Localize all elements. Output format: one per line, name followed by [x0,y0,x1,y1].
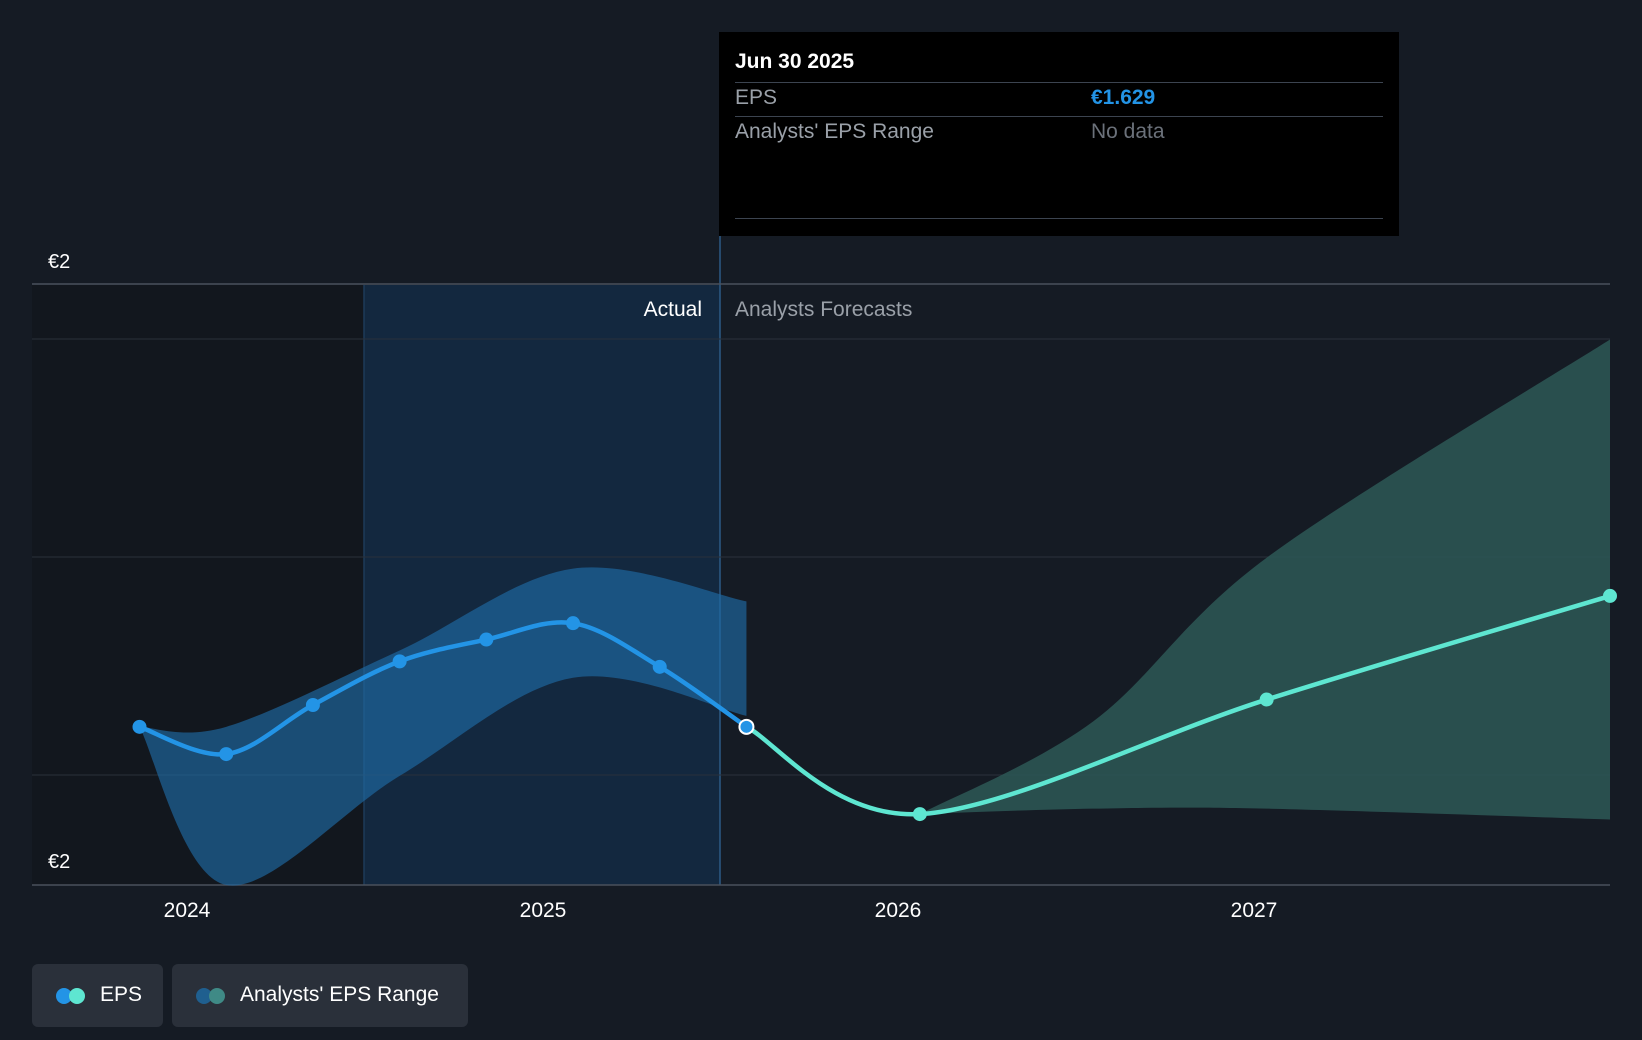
eps-actual-point[interactable] [652,659,667,674]
eps-forecast-point[interactable] [1259,692,1274,707]
hover-tooltip: Jun 30 2025 EPS €1.629 Analysts' EPS Ran… [719,32,1399,236]
tooltip-eps-value: €1.629 [1091,86,1156,109]
eps-actual-point[interactable] [305,698,320,712]
tooltip-divider [735,218,1383,219]
eps-forecast-point[interactable] [1603,588,1617,603]
legend-label-eps-range: Analysts' EPS Range [240,983,439,1006]
eps-hovered-point[interactable] [738,718,755,735]
y-tick-label-bottom: €2 [48,851,70,873]
eps-actual-point[interactable] [219,747,234,762]
eps-legend-icon [56,988,88,1004]
eps-range-legend-icon [196,988,228,1004]
eps-range-band-forecast [919,339,1610,820]
tooltip-divider [735,82,1383,83]
y-tick-label-top: €2 [48,251,70,273]
tooltip-divider [735,116,1383,117]
eps-actual-point[interactable] [132,719,147,734]
legend-item-eps-range[interactable]: Analysts' EPS Range [172,964,468,1027]
legend-label-eps: EPS [100,983,143,1006]
x-tick-label-2026: 2026 [875,899,922,922]
x-tick-label-2027: 2027 [1231,899,1278,922]
x-tick-label-2024: 2024 [164,899,211,922]
legend-item-eps[interactable]: EPS [32,964,163,1027]
eps-actual-point[interactable] [479,632,494,647]
eps-range-band-actual [139,567,747,886]
tooltip-range-value: No data [1091,120,1165,143]
tooltip-range-label: Analysts' EPS Range [735,120,934,143]
eps-forecast-point[interactable] [912,807,927,822]
eps-actual-point[interactable] [566,616,581,631]
eps-line-forecast [744,593,1613,817]
tooltip-eps-label: EPS [735,86,778,109]
tooltip-date: Jun 30 2025 [735,50,855,73]
actual-label: Actual [644,298,702,321]
eps-actual-point[interactable] [392,654,407,669]
x-tick-label-2025: 2025 [520,899,567,922]
analysts-forecasts-label: Analysts Forecasts [735,298,912,321]
